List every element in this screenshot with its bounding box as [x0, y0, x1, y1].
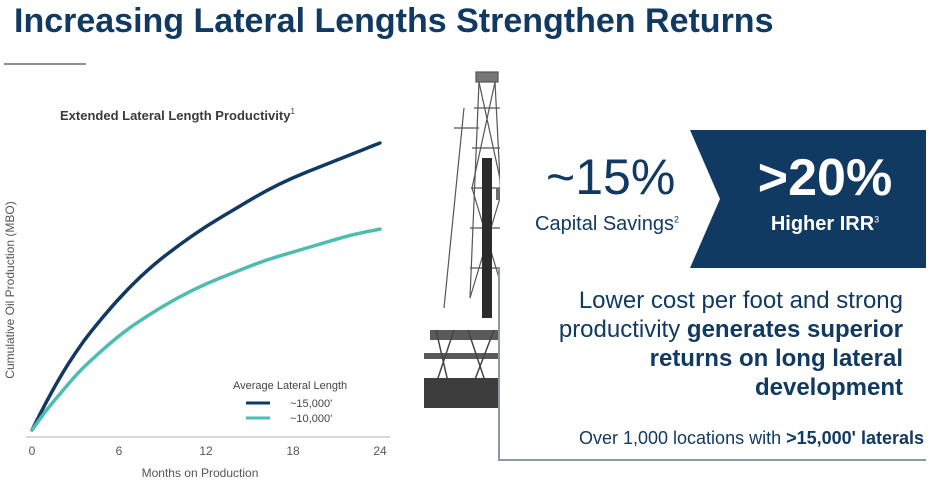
series-line-0: [30, 141, 382, 432]
title-underline: [4, 63, 86, 65]
locations-bold: >15,000' laterals: [786, 428, 924, 448]
statement-bold: generates superior returns on long later…: [649, 316, 903, 401]
page-title: Increasing Lateral Lengths Strengthen Re…: [14, 2, 774, 40]
chart-title-footnote: 1: [290, 107, 295, 116]
legend-title: Average Lateral Length: [233, 380, 347, 392]
x-tick-6: 6: [116, 444, 123, 458]
chart-title: Extended Lateral Length Productivity1: [60, 107, 295, 123]
locations-statement: Over 1,000 locations with >15,000' later…: [520, 428, 924, 449]
x-tick-0: 0: [29, 444, 36, 458]
x-axis-label: Months on Production: [142, 466, 259, 480]
returns-statement: Lower cost per foot and strong productiv…: [520, 286, 903, 402]
irr-value: >20%: [757, 149, 893, 207]
capital-savings-value: ~15%: [546, 149, 676, 205]
locations-plain: Over 1,000 locations with: [578, 428, 787, 448]
capital-savings-text: Capital Savings: [535, 213, 674, 235]
legend: Average Lateral Length ~15,000' ~10,000': [233, 380, 347, 425]
plot-area: [26, 141, 390, 438]
irr-label: Higher IRR3: [735, 213, 915, 236]
x-tick-labels: 0 6 12 18 24: [29, 444, 387, 458]
x-tick-24: 24: [373, 444, 387, 458]
capital-savings-label: Capital Savings2: [522, 213, 692, 236]
capital-savings-footnote: 2: [673, 214, 679, 225]
irr-text: Higher IRR: [770, 213, 875, 235]
irr-footnote: 3: [874, 214, 880, 225]
legend-label-15000: ~15,000': [290, 398, 332, 410]
productivity-chart: Extended Lateral Length Productivity1 0 6…: [3, 107, 390, 480]
y-axis-label: Cumulative Oil Production (MBO): [3, 201, 17, 378]
series-line-1: [30, 227, 382, 432]
x-tick-18: 18: [286, 444, 300, 458]
statement-plain: Lower cost per foot and strong productiv…: [558, 287, 903, 343]
legend-label-10000: ~10,000': [290, 413, 332, 425]
chart-title-text: Extended Lateral Length Productivity: [60, 108, 291, 123]
x-tick-12: 12: [199, 444, 213, 458]
